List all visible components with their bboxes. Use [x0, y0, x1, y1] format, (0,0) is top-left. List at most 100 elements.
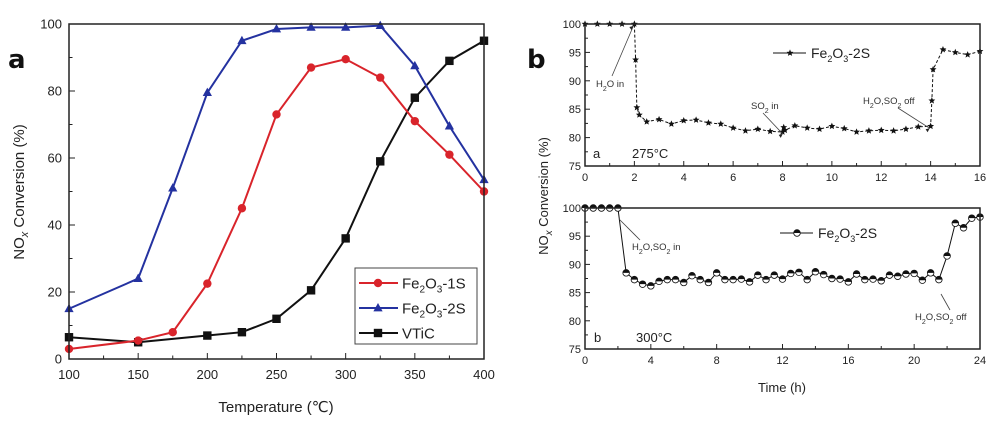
text-part: O [832, 45, 843, 61]
subscript: 2 [639, 249, 643, 256]
data-point [133, 336, 143, 345]
data-point [647, 282, 655, 290]
data-point [445, 56, 454, 66]
x-tick-label: 16 [974, 172, 986, 184]
data-point [877, 277, 885, 285]
data-point [168, 183, 178, 192]
marker-fill [952, 219, 959, 224]
annotation-arrow [618, 218, 641, 241]
data-point [929, 65, 937, 73]
data-point [680, 278, 688, 287]
data-point [688, 271, 696, 280]
data-point [853, 128, 860, 135]
data-point [410, 93, 420, 102]
data-point [133, 273, 143, 282]
data-point [964, 51, 972, 58]
data-point [705, 119, 712, 126]
panel-b-x-axis-title: Time (h) [758, 380, 806, 395]
text-part: O,SO [874, 96, 898, 107]
subscript: 2 [827, 54, 832, 64]
panel-a-label: a [8, 45, 26, 75]
data-point [927, 122, 935, 130]
subscript: 3 [437, 285, 443, 296]
data-point [341, 54, 350, 64]
data-point [762, 275, 770, 284]
marker-fill [647, 282, 655, 286]
x-tick-label: 12 [776, 355, 788, 367]
data-point [202, 87, 212, 97]
series-line [68, 58, 485, 350]
text-part: -2S [855, 225, 877, 241]
marker-fill [639, 280, 646, 285]
y-tick-label: 100 [563, 19, 581, 31]
data-point [778, 275, 787, 283]
marker-fill [721, 276, 729, 280]
data-point [770, 271, 778, 279]
marker-fill [696, 276, 704, 280]
y-title-rest: Conversion (%) [11, 124, 28, 232]
marker-fill [622, 269, 630, 273]
data-point [445, 150, 454, 159]
panel-b-top-condition: 275°C [632, 146, 668, 161]
y-tick-label: 90 [569, 76, 581, 88]
data-point [861, 275, 869, 284]
data-point [754, 125, 762, 132]
subscript: 2 [420, 310, 426, 321]
data-point [680, 116, 688, 124]
x-tick-label: 4 [681, 172, 687, 184]
data-point [959, 224, 968, 232]
data-point [410, 60, 420, 70]
y-tick-label: 75 [569, 161, 581, 173]
text-part: -2S [442, 301, 465, 318]
data-point [819, 270, 828, 279]
text-part: off [901, 96, 914, 107]
annotation-arrow [611, 25, 634, 77]
panel-b-label: b [527, 45, 546, 75]
annotation: H2O,SO2 in [618, 218, 681, 256]
data-point [737, 275, 746, 283]
marker-fill [680, 279, 688, 283]
marker-fill [919, 276, 926, 281]
y-tick-label: 85 [569, 288, 581, 300]
data-point [902, 125, 910, 132]
subscript: 2 [765, 108, 769, 115]
data-point [633, 103, 641, 111]
legend-marker [793, 229, 801, 237]
text-part: O [839, 225, 850, 241]
text-part: Fe [402, 301, 420, 318]
marker-fill [663, 276, 671, 280]
y-tick-label: 95 [569, 47, 581, 59]
panel-a-x-axis: 100 150 200 250 300 350 400 [58, 353, 495, 382]
data-point [655, 277, 663, 286]
subscript: 2 [834, 234, 839, 244]
marker-fill [738, 275, 745, 280]
data-point [828, 274, 836, 283]
data-point [663, 275, 671, 284]
x-tick-label: 0 [582, 355, 588, 367]
annotation-arrow [940, 293, 951, 311]
legend-entry: VTiC [359, 326, 435, 343]
text-part: O [425, 276, 437, 293]
data-point [635, 111, 643, 118]
data-point [844, 278, 853, 286]
marker-fill [606, 204, 613, 208]
data-point [828, 122, 836, 130]
marker-fill [828, 275, 836, 279]
data-point [696, 275, 704, 284]
data-point [943, 252, 951, 260]
marker-fill [589, 204, 597, 208]
data-point [667, 120, 675, 127]
y-tick-label: 95 [569, 231, 581, 243]
data-point [203, 279, 212, 288]
subscript: 2 [950, 319, 954, 326]
legend-label: VTiC [402, 326, 435, 343]
y-tick-label: 60 [48, 151, 62, 166]
text-part: H [596, 79, 603, 90]
marker-fill [705, 279, 712, 283]
marker-fill [861, 276, 869, 280]
text-part: Fe [818, 225, 835, 241]
marker-fill [877, 277, 885, 281]
x-tick-label: 300 [335, 367, 357, 382]
marker-fill [631, 276, 638, 280]
